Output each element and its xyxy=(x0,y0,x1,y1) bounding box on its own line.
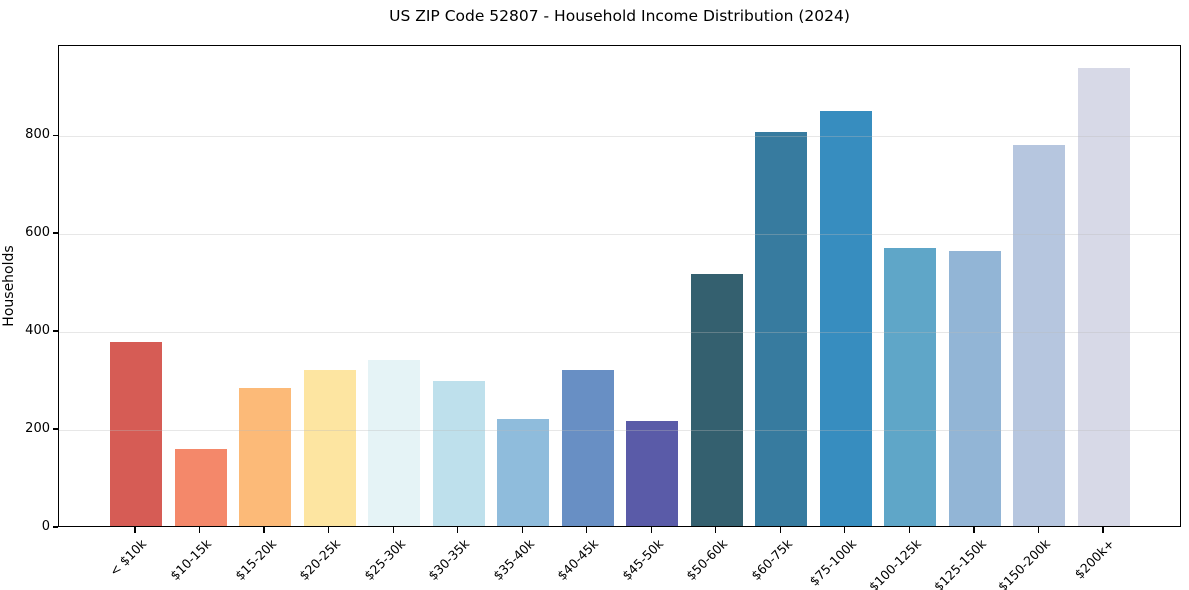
x-tick-mark xyxy=(521,527,523,533)
x-tick-mark xyxy=(844,527,846,533)
x-tick-label-text: $30-35k xyxy=(425,536,473,584)
y-tick-label: 800 xyxy=(25,127,50,143)
x-tick-mark xyxy=(908,527,910,533)
bar xyxy=(303,370,356,526)
bar xyxy=(497,418,550,526)
x-tick-mark xyxy=(327,527,330,533)
y-tick-mark xyxy=(53,428,58,430)
y-tick-mark xyxy=(53,330,58,332)
y-tick-mark xyxy=(53,526,58,528)
bar xyxy=(110,342,162,526)
gridline xyxy=(59,332,1180,334)
bar xyxy=(1077,67,1130,526)
x-tick-label-text: $40-45k xyxy=(554,536,602,584)
x-tick-mark xyxy=(1037,527,1040,533)
bar xyxy=(368,359,421,526)
x-tick-mark xyxy=(650,527,652,533)
y-tick-label: 0 xyxy=(41,519,50,534)
x-tick-label-text: $75-100k xyxy=(806,536,860,589)
x-tick-mark xyxy=(1102,527,1104,533)
x-tick-label-text: < $10k xyxy=(106,536,150,579)
bar xyxy=(755,132,808,526)
bar xyxy=(626,421,679,526)
gridline xyxy=(59,234,1180,236)
plot-area xyxy=(58,45,1181,527)
gridline xyxy=(59,430,1180,432)
bar xyxy=(1013,145,1066,526)
x-tick-label-text: $50-60k xyxy=(683,536,731,584)
bar xyxy=(174,449,227,526)
gridline xyxy=(59,136,1180,138)
x-tick-mark xyxy=(263,527,265,533)
x-tick-label-text: $10-15k xyxy=(167,536,215,584)
x-tick-mark xyxy=(973,527,975,533)
bar xyxy=(690,274,743,526)
x-tick-label-text: $60-75k xyxy=(747,536,795,584)
x-tick-label-text: $15-20k xyxy=(231,536,279,584)
x-tick-mark xyxy=(198,527,201,533)
x-tick-label-text: $150-200k xyxy=(994,536,1054,590)
x-tick-mark xyxy=(586,527,588,533)
chart-title: US ZIP Code 52807 - Household Income Dis… xyxy=(389,7,850,25)
bar xyxy=(948,250,1001,526)
y-tick-label: 200 xyxy=(25,421,50,437)
y-tick-mark xyxy=(53,134,58,136)
x-tick-mark xyxy=(779,527,781,533)
bar xyxy=(819,111,872,526)
x-tick-mark xyxy=(715,527,717,533)
x-tick-mark xyxy=(457,527,459,533)
x-tick-label-text: $45-50k xyxy=(618,536,666,584)
y-axis-label: Households xyxy=(1,245,17,327)
y-tick-label: 400 xyxy=(25,323,50,339)
x-tick-label-text: $125-150k xyxy=(930,536,989,590)
x-tick-label-text: $20-25k xyxy=(296,536,344,584)
y-tick-mark xyxy=(53,232,58,234)
x-tick-mark xyxy=(134,527,136,533)
x-tick-mark xyxy=(392,527,394,533)
bar xyxy=(884,248,937,526)
bar xyxy=(239,387,292,526)
x-tick-label-text: $25-30k xyxy=(360,536,408,584)
x-tick-label-text: $100-125k xyxy=(865,536,924,590)
bar xyxy=(561,369,614,526)
x-tick-label-text: $200k+ xyxy=(1071,536,1118,582)
y-tick-label: 600 xyxy=(25,225,50,241)
x-tick-label-text: $35-40k xyxy=(489,536,537,584)
bar xyxy=(432,381,485,526)
